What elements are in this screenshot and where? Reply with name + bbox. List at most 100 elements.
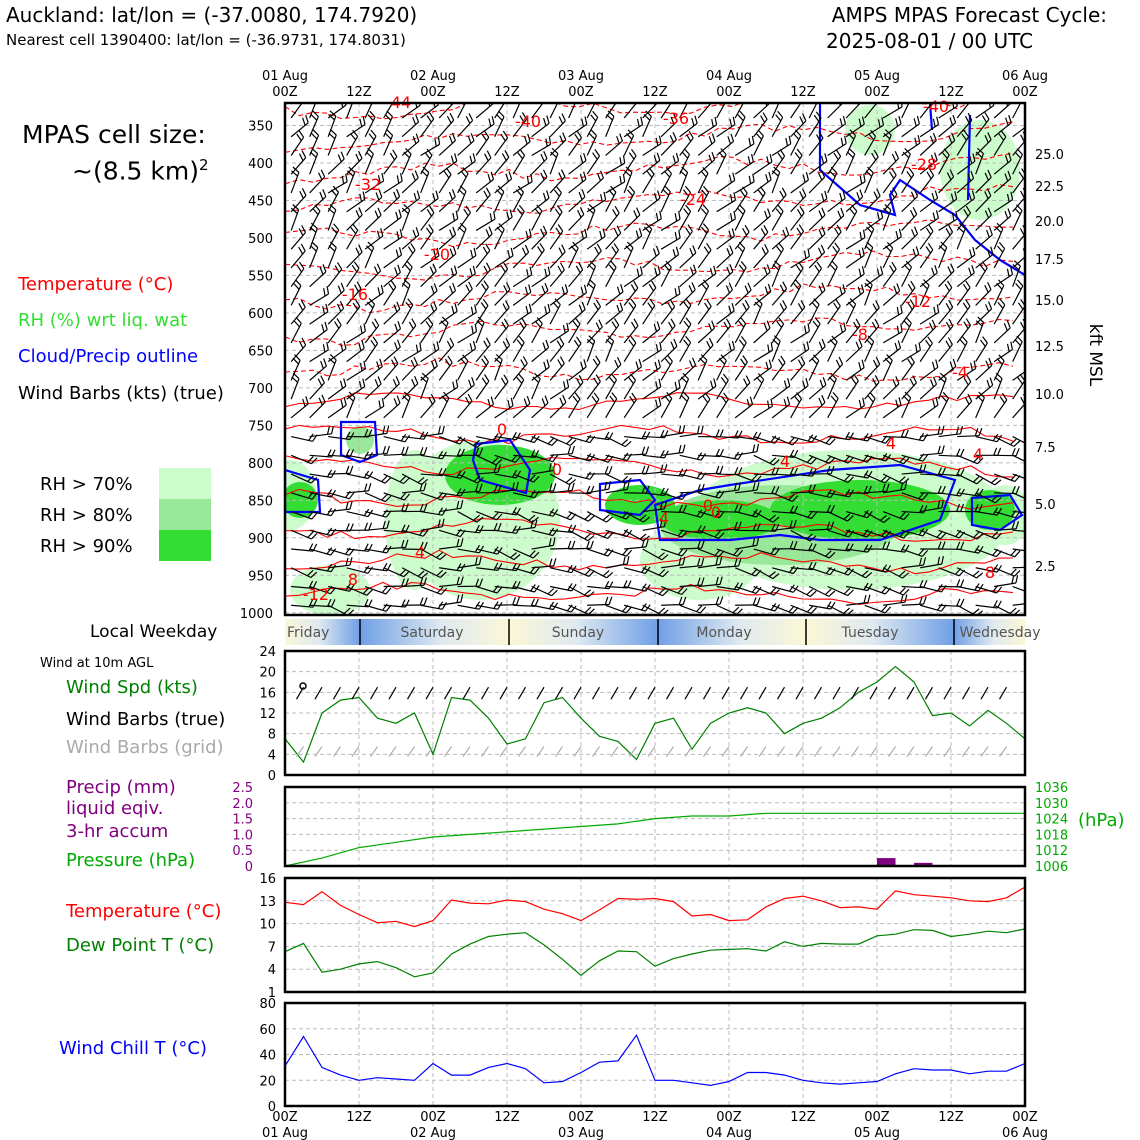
wind-barb-feather — [738, 521, 742, 530]
wind-barb-feather — [749, 396, 754, 405]
wind-barb-feather — [566, 604, 573, 612]
wind-barb — [475, 380, 490, 400]
wind-barb-feather — [296, 264, 303, 273]
wind-barb-feather — [333, 223, 340, 231]
wind-barb-feather — [376, 361, 380, 370]
wind-barb-feather — [416, 190, 421, 199]
wind-barb-grid — [592, 746, 600, 757]
wind-barb-feather — [999, 396, 1005, 404]
wind-barb-feather — [454, 153, 458, 162]
wind-barb — [401, 325, 417, 344]
wind-barb — [919, 124, 939, 138]
wind-barb-feather — [789, 540, 794, 549]
wind-barb-feather — [570, 245, 577, 253]
wind-barb-feather — [719, 596, 724, 605]
wind-barb-feather — [984, 172, 989, 181]
wind-barb-grid — [536, 746, 545, 757]
wind-barb-feather — [989, 377, 994, 386]
wind-barb-feather — [424, 152, 431, 160]
wind-barb-feather — [326, 547, 333, 555]
wind-barb — [586, 398, 600, 419]
wind-barb — [383, 236, 403, 250]
wind-barb-feather — [604, 466, 609, 475]
wind-barb-feather — [329, 354, 337, 361]
wind-barb-feather — [348, 391, 356, 398]
wind-barb-feather — [658, 378, 662, 387]
wind-barb-feather — [793, 133, 800, 140]
wind-barb-feather — [789, 520, 793, 529]
wind-barb-feather — [608, 481, 611, 490]
wind-barb — [586, 209, 596, 231]
wind-barb — [457, 400, 473, 419]
wind-barb-feather — [937, 467, 942, 476]
height-tick-label: 17.5 — [1035, 253, 1064, 268]
wind-barb — [290, 172, 300, 194]
wind-barb-feather — [943, 148, 950, 156]
wind-barb-grid — [980, 746, 989, 757]
wind-barb — [494, 359, 503, 381]
wind-barb-feather — [645, 465, 650, 474]
wind-barb-feather — [552, 509, 559, 517]
wind-barb-feather — [736, 608, 743, 615]
wind-barb-feather — [403, 570, 410, 578]
wind-barb-feather — [715, 448, 720, 457]
wind-barb-feather — [772, 264, 780, 271]
wind-barb-feather — [421, 372, 429, 379]
weekday-segment — [360, 619, 509, 645]
wind-barb-feather — [682, 556, 686, 565]
wind-barb-feather — [866, 530, 873, 538]
wind-barb-feather — [368, 522, 373, 531]
legend-precip: Precip (mm) — [66, 777, 176, 798]
wind-barb-feather — [475, 524, 480, 533]
wind-barb-feather — [305, 396, 309, 405]
wind-barb-feather — [593, 302, 599, 311]
wind-barb — [309, 103, 317, 119]
wind-barb — [512, 103, 521, 119]
wind-barb-grid — [740, 746, 748, 757]
wind-barb-feather — [592, 358, 599, 367]
wind-barb-feather — [921, 282, 928, 290]
wind-barb-feather — [955, 103, 958, 107]
wind-barb-feather — [918, 342, 921, 351]
wind-barb-feather — [756, 523, 761, 531]
wind-barb-feather — [954, 191, 958, 200]
wind-barb-feather — [300, 94, 304, 101]
panel-frame — [283, 649, 1027, 777]
wind-barb-feather — [726, 266, 731, 275]
wind-barb — [309, 247, 319, 269]
wind-barb-feather — [571, 445, 575, 454]
wind-barb — [494, 229, 505, 250]
cloud-outline — [970, 493, 1024, 532]
wind-barb — [512, 363, 528, 381]
wind-barb-feather — [994, 496, 1002, 504]
wind-barb-feather — [925, 227, 932, 235]
wind-barb — [290, 209, 300, 231]
wind-barb-feather — [431, 360, 435, 369]
wind-barb-feather — [487, 398, 491, 407]
wind-barb-feather — [830, 601, 836, 610]
wind-barb-feather — [586, 338, 594, 346]
wind-barb-feather — [663, 518, 667, 527]
wind-barb-true — [536, 686, 545, 700]
wind-barb — [605, 340, 615, 362]
wind-barb-feather — [686, 134, 692, 142]
wind-barb-feather — [511, 469, 518, 478]
wind-barb-feather — [580, 287, 584, 296]
wind-barb-feather — [1031, 595, 1033, 603]
wind-barb-feather — [301, 188, 307, 196]
wind-barb-feather — [502, 303, 508, 311]
wind-barb-feather — [602, 570, 610, 577]
wind-barb-feather — [600, 170, 604, 179]
wind-barb-feather — [583, 359, 587, 368]
wind-barb-feather — [460, 170, 467, 178]
height-axis-label: kft MSL — [1085, 324, 1105, 387]
wind-barb-feather — [419, 447, 424, 456]
wind-barb-feather — [623, 580, 628, 588]
wind-barb-feather — [382, 520, 386, 529]
wind-barb-feather — [969, 155, 973, 164]
wind-barb-feather — [719, 465, 724, 474]
wind-barb-feather — [362, 587, 370, 595]
wind-barb-feather — [900, 544, 906, 552]
wind-barb-feather — [441, 602, 448, 610]
wind-barb-feather — [888, 171, 895, 179]
